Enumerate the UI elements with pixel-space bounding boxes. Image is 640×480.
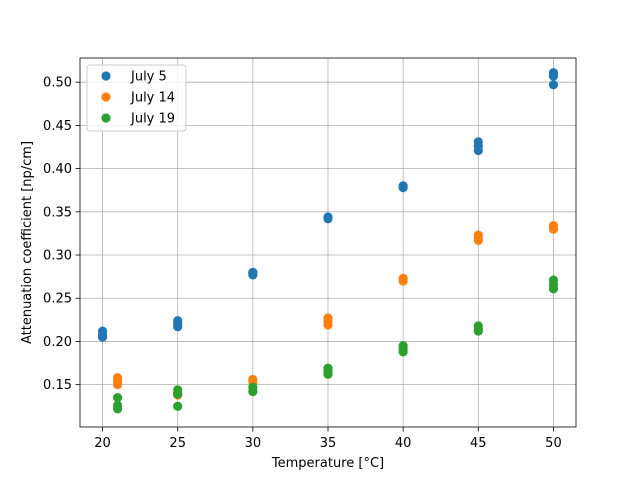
- legend-label: July 14: [130, 91, 175, 106]
- data-point: [112, 400, 123, 410]
- y-axis-label: Attenuation coefficient [np/cm]: [20, 141, 35, 344]
- y-tick-label: 0.50: [43, 76, 72, 91]
- data-point: [248, 374, 258, 385]
- legend-box: [86, 64, 187, 132]
- grid-lines: [80, 58, 576, 427]
- data-point: [473, 321, 483, 331]
- data-point: [248, 382, 258, 392]
- data-point: [323, 363, 333, 373]
- legend-marker: [101, 113, 111, 123]
- data-point: [173, 385, 183, 395]
- y-tick-label: 0.40: [43, 162, 72, 177]
- data-point: [548, 68, 559, 78]
- data-point: [548, 80, 559, 90]
- x-tick-label: 45: [470, 436, 487, 451]
- y-tick-label: 0.45: [43, 119, 72, 134]
- x-tick-label: 35: [320, 436, 337, 451]
- legend-marker: [101, 71, 111, 81]
- data-point: [548, 221, 559, 231]
- data-point: [398, 273, 408, 283]
- data-point: [112, 393, 123, 403]
- x-tick-label: 50: [545, 436, 562, 451]
- data-point: [323, 212, 333, 222]
- data-point: [548, 275, 559, 285]
- legend-label: July 5: [130, 70, 167, 85]
- x-tick-label: 25: [169, 436, 186, 451]
- x-tick-label: 20: [94, 436, 111, 451]
- data-point: [323, 313, 333, 323]
- data-point: [248, 267, 258, 277]
- y-tick-label: 0.15: [43, 378, 72, 393]
- data-point: [97, 326, 108, 336]
- data-point: [473, 137, 483, 147]
- y-tick-label: 0.35: [43, 205, 72, 220]
- x-tick-label: 30: [245, 436, 262, 451]
- axis-ticks: 20 25 30 35 40 45 50 0.15 0.20 0.25 0.30 0.35 0.40 0.…: [43, 76, 562, 451]
- x-tick-label: 40: [395, 436, 412, 451]
- y-tick-label: 0.20: [43, 335, 72, 350]
- data-point: [473, 230, 483, 240]
- x-axis-label: Temperature [°C]: [271, 456, 384, 471]
- data-point: [112, 373, 123, 383]
- data-points: [97, 68, 559, 414]
- data-point: [173, 401, 183, 411]
- data-point: [398, 341, 408, 351]
- legend: July 5 July 14 July 19: [86, 64, 187, 132]
- y-tick-label: 0.25: [43, 292, 72, 307]
- data-point: [173, 316, 183, 326]
- legend-label: July 19: [130, 112, 175, 127]
- legend-marker: [101, 92, 111, 102]
- y-tick-label: 0.30: [43, 249, 72, 264]
- data-point: [398, 181, 408, 191]
